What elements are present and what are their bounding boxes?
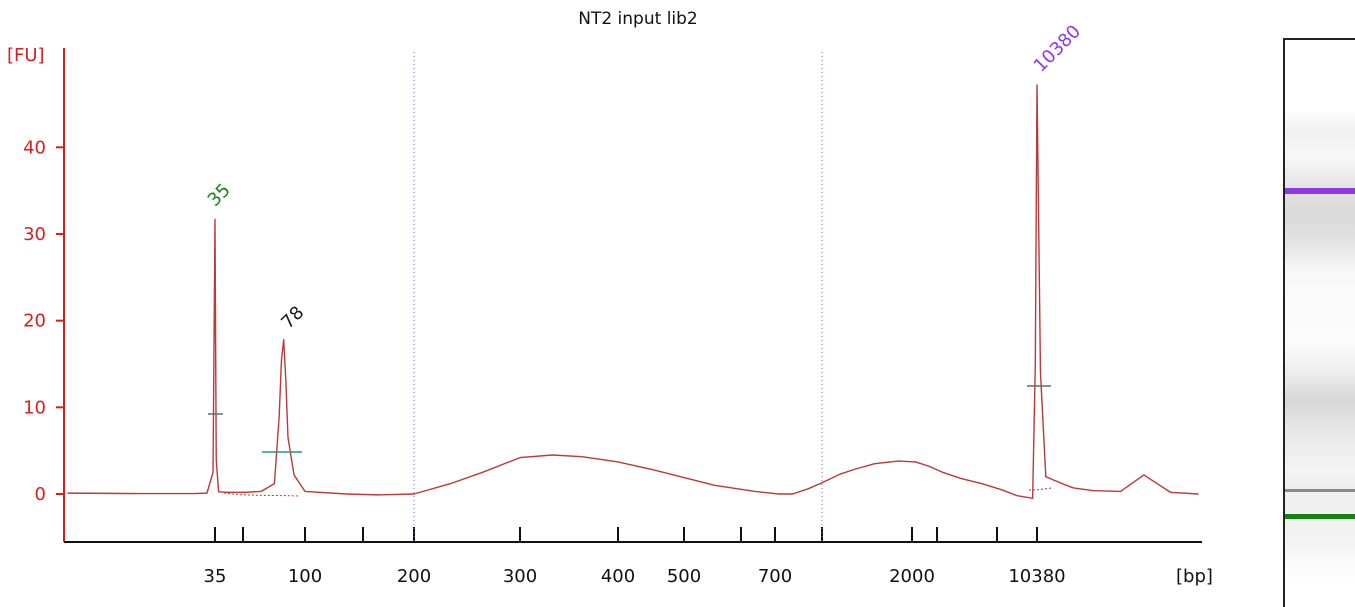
sample-band — [1285, 489, 1355, 492]
x-tick-label-100: 100 — [288, 566, 322, 587]
x-tick-label-200: 200 — [397, 566, 431, 587]
peak-10380-baseline — [1028, 487, 1052, 491]
y-axis-label: [FU] — [7, 45, 45, 66]
y-tick-label-10: 10 — [23, 397, 46, 418]
y-tick-label-20: 20 — [23, 311, 46, 332]
x-tick-label-500: 500 — [667, 566, 701, 587]
gel-image — [1283, 38, 1355, 607]
y-tick-label-0: 0 — [35, 484, 46, 505]
y-tick-label-40: 40 — [23, 137, 46, 158]
x-tick-label-35: 35 — [204, 566, 227, 587]
peak-78-baseline — [223, 492, 301, 497]
peak-label-78: 78 — [277, 302, 308, 333]
chart-title: NT2 input lib2 — [578, 9, 698, 29]
x-tick-label-700: 700 — [758, 566, 792, 587]
x-tick-label-300: 300 — [503, 566, 537, 587]
x-tick-label-2000: 2000 — [889, 566, 935, 587]
series-line — [67, 84, 1199, 500]
x-tick-label-400: 400 — [601, 566, 635, 587]
lower-marker-band — [1285, 514, 1355, 519]
x-tick-label-10380: 10380 — [1008, 566, 1065, 587]
upper-marker-band — [1285, 188, 1355, 194]
y-tick-label-30: 30 — [23, 224, 46, 245]
plot-layer: 0 10 20 30 40 35 100 200 300 400 500 700 2000 10380 35… — [23, 21, 1202, 587]
x-axis-label: [bp] — [1176, 566, 1213, 587]
peak-label-35: 35 — [204, 180, 235, 211]
peak-label-10380: 10380 — [1030, 21, 1085, 76]
